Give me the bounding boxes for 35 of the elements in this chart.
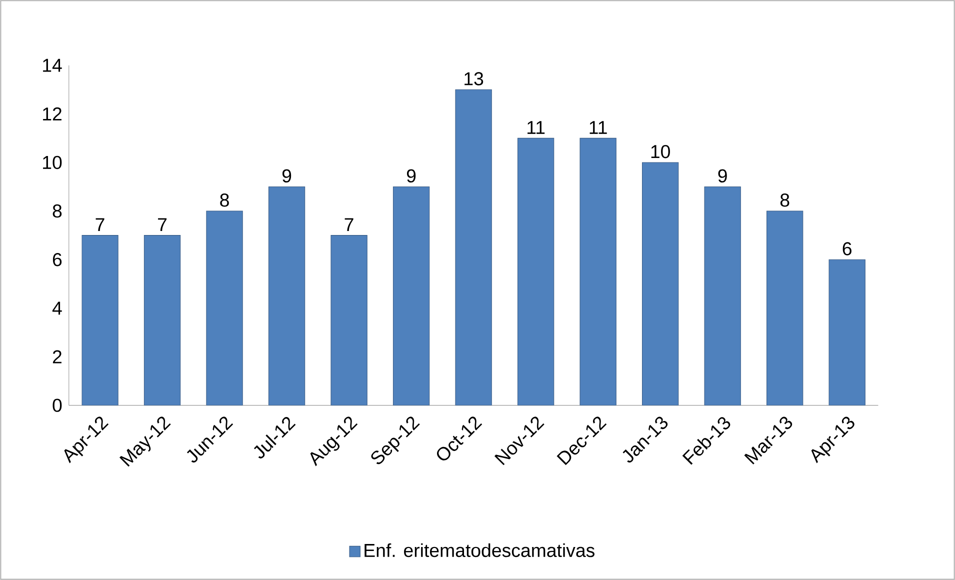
legend-label: Enf. eritematodescamativas: [364, 543, 594, 558]
y-tick-label: 0: [52, 398, 62, 412]
data-label: 7: [158, 218, 167, 232]
bar: [82, 235, 118, 406]
bar: [144, 235, 181, 406]
bar: [268, 186, 306, 406]
bar: [455, 89, 492, 406]
bar: [580, 138, 616, 406]
bar: [642, 162, 679, 406]
data-label: 9: [406, 169, 416, 182]
data-label: 9: [718, 169, 727, 182]
bar: [828, 259, 866, 406]
bar: [392, 186, 430, 406]
data-label: 9: [282, 169, 292, 182]
bar: [704, 186, 741, 406]
data-label: 8: [220, 194, 229, 207]
y-tick-label: 12: [43, 107, 62, 120]
y-tick-label: 14: [43, 58, 62, 72]
data-label: 6: [842, 242, 852, 256]
y-tick-label: 2: [52, 350, 62, 364]
data-label: 11: [528, 121, 545, 134]
data-label: 8: [780, 194, 790, 207]
bar: [330, 235, 368, 406]
data-label: 13: [464, 72, 484, 86]
y-tick-label: 8: [52, 204, 62, 218]
data-label: 11: [590, 121, 607, 134]
data-label: 7: [344, 218, 354, 232]
y-tick-label: 4: [52, 302, 62, 315]
y-tick-label: 10: [43, 156, 62, 170]
bar: [517, 138, 554, 406]
data-label: 7: [96, 218, 104, 232]
bar: [206, 210, 243, 406]
y-tick-label: 6: [52, 252, 62, 266]
bar: [766, 210, 804, 406]
data-label: 10: [651, 144, 670, 158]
